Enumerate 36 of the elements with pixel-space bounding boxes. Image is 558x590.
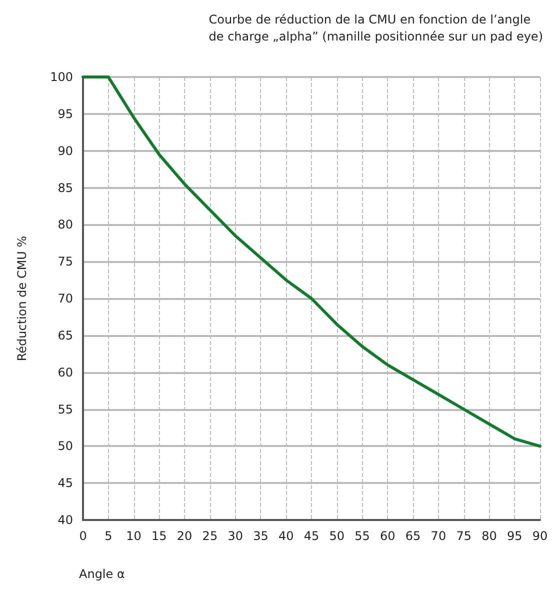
x-tick-label: 30 <box>228 529 243 543</box>
x-tick-label: 75 <box>456 529 472 543</box>
y-tick-label: 70 <box>58 292 73 306</box>
x-tick-label: 95 <box>506 529 522 543</box>
y-tick-label: 45 <box>58 476 73 490</box>
y-tick-label: 75 <box>58 254 73 269</box>
y-tick-label: 65 <box>58 328 73 342</box>
x-tick-label: 20 <box>176 529 192 543</box>
x-tick-label: 0 <box>79 529 87 543</box>
x-tick-label: 35 <box>253 529 268 543</box>
x-tick-label: 15 <box>152 529 167 543</box>
x-tick-label: 5 <box>104 529 112 543</box>
y-tick-label: 60 <box>58 365 73 380</box>
x-tick-label: 25 <box>202 529 218 543</box>
x-tick-label: 90 <box>532 529 548 543</box>
x-tick-label: 60 <box>380 529 396 543</box>
x-tick-label: 70 <box>430 529 446 543</box>
y-tick-label: 50 <box>58 439 73 454</box>
x-tick-label: 80 <box>482 529 497 543</box>
y-tick-label: 55 <box>58 402 73 416</box>
x-tick-label: 65 <box>405 529 421 543</box>
line-series <box>82 76 542 448</box>
y-tick-label: 100 <box>50 70 73 84</box>
x-tick-label: 50 <box>329 529 345 543</box>
x-tick-label: 55 <box>354 529 370 543</box>
chart-title: Courbe de réduction de la CMU en fonction de l’angle de charge „alpha” (manille positionnée sur un pad eye) <box>208 12 543 44</box>
y-tick-label: 85 <box>58 180 73 195</box>
y-tick-label: 95 <box>58 106 73 121</box>
y-tick-label: 80 <box>58 218 73 232</box>
y-tick-label: 40 <box>58 513 73 527</box>
y-tick-label: 90 <box>58 144 73 158</box>
x-tick-label: 40 <box>278 529 294 543</box>
y-axis-title: Réduction de CMU % <box>15 236 29 362</box>
x-tick-label: 10 <box>126 529 142 543</box>
x-tick-label: 45 <box>304 529 320 543</box>
x-axis-title: Angle α <box>79 567 125 581</box>
